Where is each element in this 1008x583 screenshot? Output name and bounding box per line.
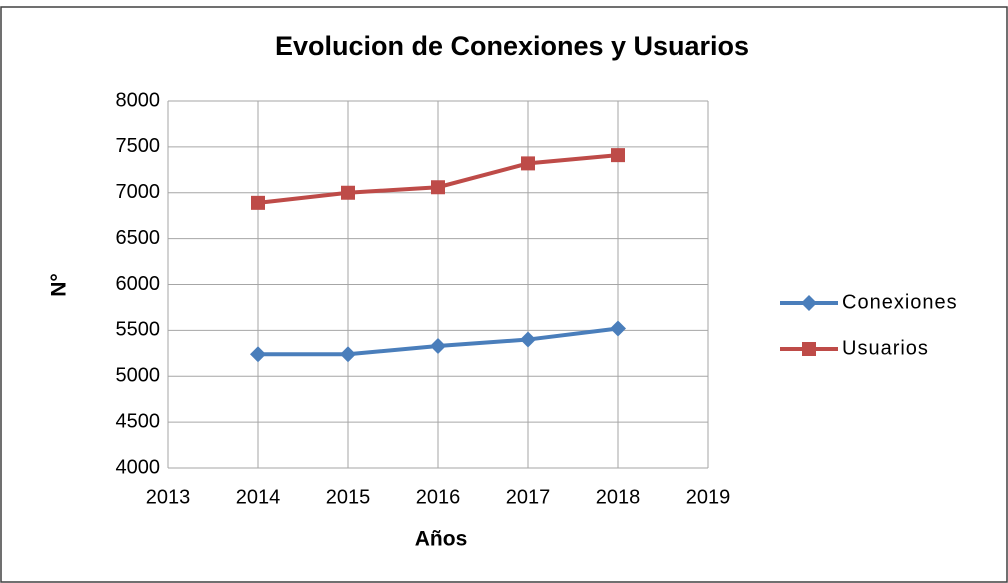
y-tick-label: 8000 [116,89,161,111]
data-point [341,185,355,200]
x-tick-label: 2016 [416,486,461,508]
chart-border [0,6,1008,583]
x-tick-label: 2017 [506,486,551,508]
data-point [521,156,535,171]
x-tick-label: 2018 [596,486,641,508]
y-tick-label: 6000 [116,273,161,295]
data-point [430,337,446,354]
y-tick-label: 5500 [116,319,161,341]
x-tick-label: 2015 [326,486,371,508]
chart-title: Evolucion de Conexiones y Usuarios [275,31,749,61]
x-tick-label: 2014 [236,486,281,508]
data-point [520,331,536,348]
y-tick-label: 5000 [116,365,161,387]
y-tick-label: 4000 [116,456,161,478]
x-tick-label: 2013 [146,486,191,508]
legend-label: Conexiones [842,291,958,313]
y-tick-label: 6500 [116,227,161,249]
data-point [431,180,445,195]
data-point [340,346,356,363]
y-tick-label: 7500 [116,135,161,157]
y-tick-label: 7000 [116,181,161,203]
x-tick-label: 2019 [686,486,731,508]
legend-label: Usuarios [842,337,929,359]
y-tick-label: 4500 [116,410,161,432]
data-point [250,346,266,363]
x-axis-label: Años [415,528,468,551]
legend-marker [801,295,817,311]
y-axis-label: N° [48,273,71,297]
legend-marker [802,342,816,356]
data-point [611,148,625,163]
data-point [251,195,265,210]
data-point [610,320,626,337]
